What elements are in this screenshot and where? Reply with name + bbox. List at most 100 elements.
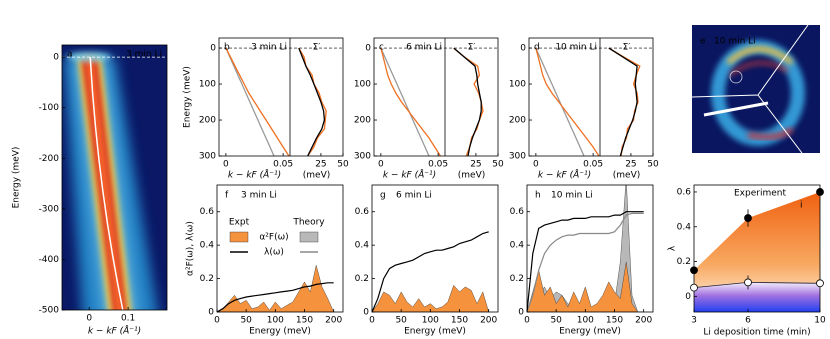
series-line (536, 48, 599, 156)
y-tick-label: 0 (210, 44, 216, 54)
x-tick-label: 50 (395, 316, 407, 326)
panel-title: 10 min Li (551, 191, 593, 201)
panel-title: 6 min Li (406, 43, 442, 53)
x-tick-label: 0 (524, 316, 530, 326)
x-axis-label: Li deposition time (min) (703, 328, 810, 338)
y-tick-label: 200 (509, 116, 526, 126)
x-tick-label: 50 (240, 316, 252, 326)
panel-label: h (535, 191, 541, 201)
x-tick-label: 0.1 (121, 314, 135, 324)
x-tick-label: 0 (223, 160, 229, 170)
series-line (226, 48, 274, 156)
x-axis-label: Energy (meV) (249, 327, 311, 337)
y-axis-label: Energy (meV) (12, 147, 22, 209)
y-tick-label: 100 (509, 80, 526, 90)
y-tick-label: 300 (199, 152, 216, 162)
x-tick-label: 0.05 (583, 160, 603, 170)
y-tick-label: 0 (208, 308, 214, 318)
y-tick-label: 100 (354, 80, 371, 90)
y-tick-label: -300 (39, 204, 60, 214)
plot-area (372, 232, 489, 312)
x-tick-label: 100 (422, 316, 439, 326)
legend-header: Expt (229, 218, 250, 228)
y-axis-label: λ (668, 245, 678, 251)
spectral-area (372, 285, 489, 312)
x-tick-label: 0 (369, 316, 375, 326)
panel-title: 3 min Li (126, 50, 162, 60)
plot-area (374, 48, 498, 156)
y-tick-label: 0.4 (677, 222, 692, 232)
x-tick-label: 6 (745, 316, 751, 326)
data-point (745, 215, 752, 222)
x-tick-label: 100 (267, 316, 284, 326)
panel-label: g (380, 191, 386, 201)
frame (372, 185, 498, 312)
spectral-area (217, 265, 334, 312)
series-line (454, 48, 481, 156)
panel-title: 6 min Li (396, 191, 432, 201)
panel-title: 10 min Li (714, 37, 756, 47)
panel-label: f (225, 191, 229, 201)
panel-title: Experiment (734, 189, 786, 199)
x-tick-label: 25 (625, 160, 636, 170)
x-tick-label: 0 (533, 160, 539, 170)
x-tick-label: 0 (86, 314, 92, 324)
plot-area (217, 265, 334, 312)
x-axis-label: k − kF (Å⁻¹) (383, 169, 436, 181)
x-tick-label: 200 (480, 316, 497, 326)
legend-swatch (300, 232, 318, 242)
x-tick-label: 200 (635, 316, 652, 326)
y-tick-label: 0.6 (677, 187, 692, 197)
x-tick-label: 25 (315, 160, 326, 170)
sigma-title: Σ′ (468, 43, 476, 53)
y-tick-label: 0.2 (677, 257, 691, 267)
sigma-title: Σ′ (313, 43, 321, 53)
y-tick-label: 0.2 (200, 274, 214, 284)
data-point (691, 284, 698, 291)
plot-area (62, 45, 167, 320)
y-tick-label: 0 (520, 44, 526, 54)
y-tick-label: -400 (39, 255, 60, 265)
y-tick-label: 0 (53, 53, 59, 63)
y-tick-label: 300 (509, 152, 526, 162)
x-tick-label: 150 (451, 316, 468, 326)
panel-title: 3 min Li (241, 191, 277, 201)
x-tick-label: 150 (606, 316, 623, 326)
x-tick-label: 0.05 (273, 160, 293, 170)
x-axis-label: Energy (meV) (404, 327, 466, 337)
x-tick-label: 10 (814, 316, 826, 326)
panel-label: d (534, 43, 540, 53)
panel-label: c (379, 43, 384, 53)
x-tick-label: 0.05 (428, 160, 448, 170)
series-line (381, 48, 441, 156)
y-tick-label: 0 (365, 44, 371, 54)
frame (529, 38, 653, 156)
y-tick-label: 100 (199, 80, 216, 90)
x-tick-label: 3 (691, 316, 697, 326)
series-line (536, 48, 584, 156)
plot-area (692, 25, 820, 153)
series-line (381, 48, 429, 156)
x-tick-label: 50 (492, 160, 504, 170)
x-tick-label: 50 (337, 160, 349, 170)
panel-title: 3 min Li (251, 43, 287, 53)
y-axis-label: Energy (meV) (183, 66, 193, 128)
sigma-title: Σ′ (623, 43, 631, 53)
x-tick-label: 0 (214, 316, 220, 326)
x2-axis-label: (meV) (303, 171, 330, 181)
x2-axis-label: (meV) (458, 171, 485, 181)
series-line (226, 48, 289, 156)
x-axis-label: k − kF (Å⁻¹) (228, 169, 281, 181)
x2-axis-label: (meV) (613, 171, 640, 181)
data-point (745, 279, 752, 286)
y-tick-label: 0.2 (355, 274, 369, 284)
y-tick-label: 200 (199, 116, 216, 126)
x-tick-label: 25 (470, 160, 481, 170)
x-tick-label: 100 (577, 316, 594, 326)
data-point (817, 188, 824, 195)
y-tick-label: 0.6 (200, 207, 215, 217)
data-point (691, 267, 698, 274)
legend-row-label: α²F(ω) (259, 233, 288, 243)
data-point (817, 280, 824, 287)
